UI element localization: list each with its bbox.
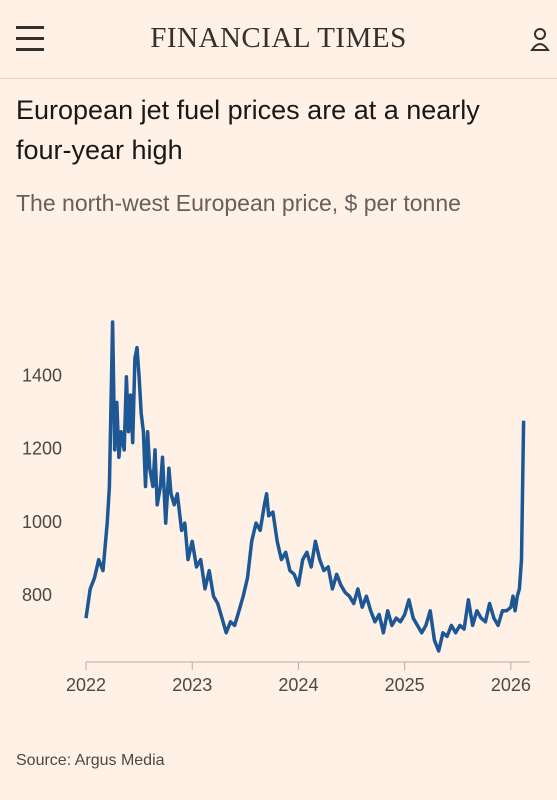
y-tick-label: 1400 bbox=[22, 366, 62, 386]
x-tick-label: 2025 bbox=[385, 675, 425, 695]
chart-subtitle: The north-west European price, $ per ton… bbox=[16, 190, 461, 216]
brand: FINANCIAL TIMES bbox=[150, 22, 407, 54]
y-tick-label: 1000 bbox=[22, 512, 62, 532]
header: FINANCIAL TIMES bbox=[0, 0, 557, 79]
chart-title: European jet fuel prices are at a nearly… bbox=[16, 95, 480, 165]
y-tick-label: 1200 bbox=[22, 439, 62, 459]
chart: 800 1000 1200 1400 2022 2023 2024 2025 2026 bbox=[22, 320, 531, 695]
x-tick-label: 2023 bbox=[172, 675, 212, 695]
menu-icon[interactable] bbox=[14, 20, 54, 60]
price-line bbox=[84, 320, 526, 653]
x-tick-label: 2026 bbox=[491, 675, 531, 695]
source: Source: Argus Media bbox=[16, 752, 165, 769]
x-tick-label: 2022 bbox=[66, 675, 106, 695]
x-tick-label: 2024 bbox=[278, 675, 318, 695]
user-icon[interactable] bbox=[528, 26, 552, 56]
y-tick-label: 800 bbox=[22, 585, 52, 605]
